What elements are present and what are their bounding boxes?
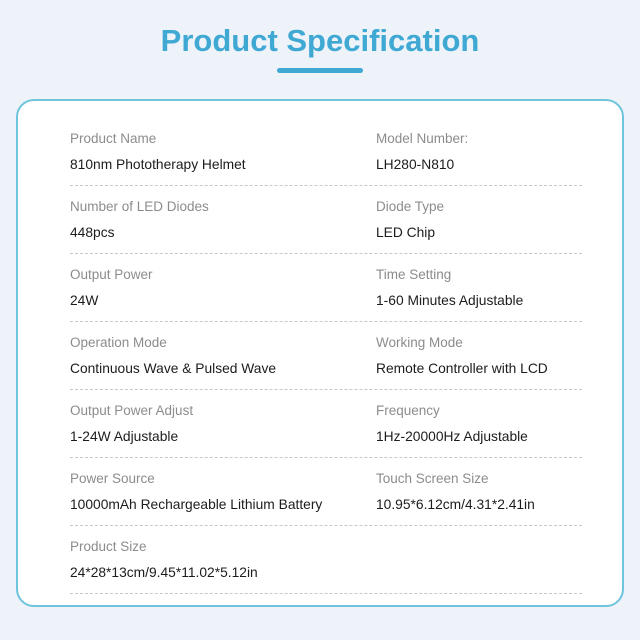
spec-label: Product Name: [70, 131, 157, 146]
table-row: Power Source 10000mAh Rechargeable Lithi…: [70, 458, 582, 526]
spec-label: Power Source: [70, 471, 155, 486]
spec-value: Continuous Wave & Pulsed Wave: [70, 361, 277, 376]
spec-cell: Model Number: LH280-N810: [326, 129, 582, 175]
spec-label: Diode Type: [376, 199, 445, 214]
specification-table: Product Name 810nm Phototherapy Helmet M…: [70, 127, 582, 594]
spec-cell: Number of LED Diodes 448pcs: [70, 197, 326, 243]
table-row: Operation Mode Continuous Wave & Pulsed …: [70, 322, 582, 390]
spec-label: Working Mode: [376, 335, 463, 350]
spec-value: 10.95*6.12cm/4.31*2.41in: [376, 497, 535, 512]
spec-value: LH280-N810: [376, 157, 455, 172]
spec-value: 810nm Phototherapy Helmet: [70, 157, 246, 172]
spec-label: Model Number:: [376, 131, 469, 146]
table-row: Output Power 24W Time Setting 1-60 Minut…: [70, 254, 582, 322]
spec-cell: Output Power Adjust 1-24W Adjustable: [70, 401, 326, 447]
spec-label: Frequency: [376, 403, 440, 418]
spec-label: Time Setting: [376, 267, 452, 282]
table-row: Product Name 810nm Phototherapy Helmet M…: [70, 127, 582, 186]
table-row: Product Size 24*28*13cm/9.45*11.02*5.12i…: [70, 526, 582, 594]
spec-value: 448pcs: [70, 225, 115, 240]
page-title: Product Specification: [160, 23, 480, 58]
spec-cell: Touch Screen Size 10.95*6.12cm/4.31*2.41…: [326, 469, 582, 515]
spec-value: Remote Controller with LCD: [376, 361, 548, 376]
specification-card: Product Name 810nm Phototherapy Helmet M…: [16, 99, 624, 607]
spec-value: 1Hz-20000Hz Adjustable: [376, 429, 528, 444]
spec-label: Operation Mode: [70, 335, 167, 350]
spec-cell: Operation Mode Continuous Wave & Pulsed …: [70, 333, 326, 379]
page-header: Product Specification: [0, 0, 640, 73]
spec-cell: Product Size 24*28*13cm/9.45*11.02*5.12i…: [70, 537, 326, 583]
spec-cell: Time Setting 1-60 Minutes Adjustable: [326, 265, 582, 311]
spec-cell: [326, 537, 582, 583]
spec-cell: Frequency 1Hz-20000Hz Adjustable: [326, 401, 582, 447]
spec-cell: Diode Type LED Chip: [326, 197, 582, 243]
title-underline: [277, 68, 363, 73]
spec-label: Touch Screen Size: [376, 471, 489, 486]
spec-value: 24W: [70, 293, 99, 308]
spec-label: Product Size: [70, 539, 147, 554]
spec-value: 24*28*13cm/9.45*11.02*5.12in: [70, 565, 258, 580]
spec-label: Number of LED Diodes: [70, 199, 209, 214]
spec-label: Output Power: [70, 267, 153, 282]
spec-cell: Working Mode Remote Controller with LCD: [326, 333, 582, 379]
spec-value: 10000mAh Rechargeable Lithium Battery: [70, 497, 323, 512]
spec-cell: Power Source 10000mAh Rechargeable Lithi…: [70, 469, 326, 515]
spec-value: 1-24W Adjustable: [70, 429, 179, 444]
table-row: Number of LED Diodes 448pcs Diode Type L…: [70, 186, 582, 254]
spec-value: 1-60 Minutes Adjustable: [376, 293, 524, 308]
spec-cell: Output Power 24W: [70, 265, 326, 311]
spec-value: LED Chip: [376, 225, 436, 240]
spec-cell: Product Name 810nm Phototherapy Helmet: [70, 129, 326, 175]
table-row: Output Power Adjust 1-24W Adjustable Fre…: [70, 390, 582, 458]
spec-label: Output Power Adjust: [70, 403, 194, 418]
